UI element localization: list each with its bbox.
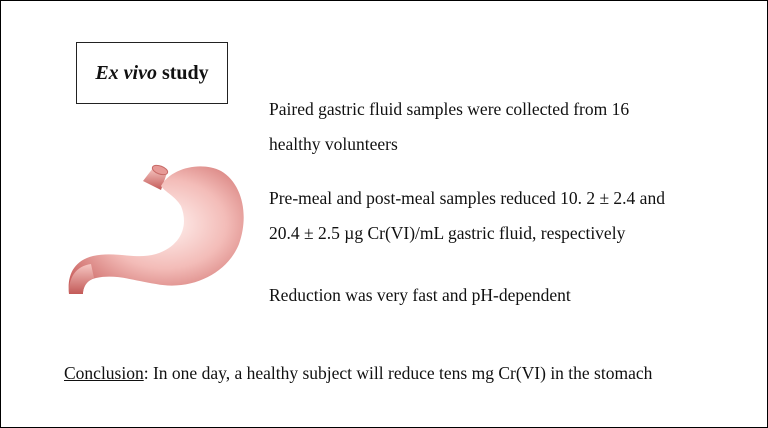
- stomach-icon: [68, 164, 244, 294]
- title-rest: study: [156, 61, 209, 84]
- finding-line: Reduction was very fast and pH-dependent: [269, 285, 571, 305]
- conclusion-label: Conclusion: [64, 363, 144, 383]
- conclusion-text: : In one day, a healthy subject will red…: [143, 363, 653, 383]
- finding-line: Pre-meal and post-meal samples reduced 1…: [269, 188, 665, 208]
- conclusion: Conclusion: In one day, a healthy subjec…: [64, 363, 652, 384]
- title-italic: Ex vivo: [95, 61, 157, 84]
- finding-line: 20.4 ± 2.5 µg Cr(VI)/mL gastric fluid, r…: [269, 223, 626, 243]
- finding-line: healthy volunteers: [269, 134, 398, 154]
- finding-line: Paired gastric fluid samples were collec…: [269, 99, 630, 119]
- title: Ex vivo study: [95, 62, 208, 85]
- title-box: Ex vivo study: [76, 42, 228, 104]
